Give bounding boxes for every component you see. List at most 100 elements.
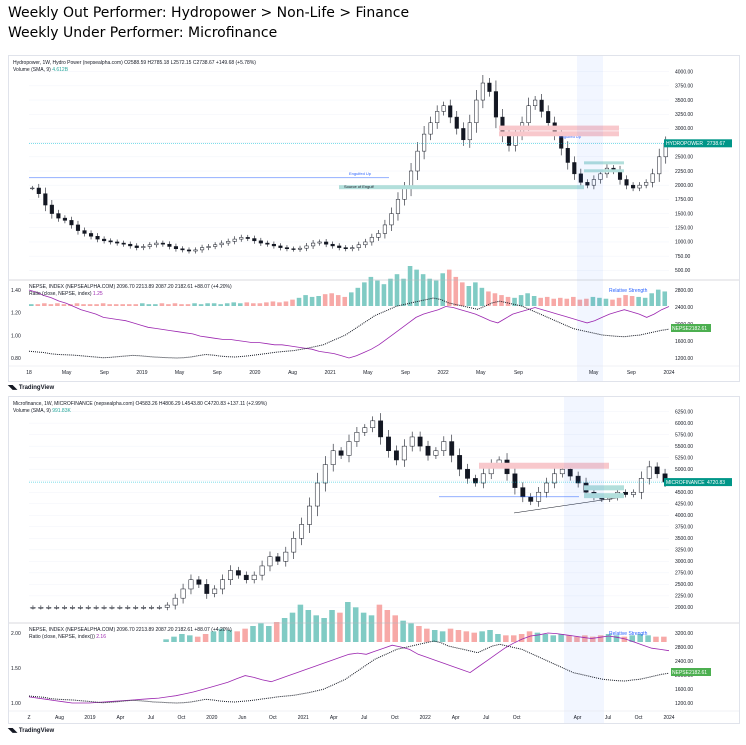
- hydro-candle: [95, 236, 100, 240]
- nepse1-x-tick: 2022: [438, 370, 449, 376]
- micro-candle: [559, 468, 565, 475]
- micro-volume-bar: [321, 618, 327, 642]
- hydropower-title: Hydropower, 1W, Hydro Power (nepsealpha.…: [13, 60, 123, 66]
- hydro-engulfed-up-label-2: Engulfed Up: [559, 134, 582, 139]
- micro-candle: [638, 478, 644, 493]
- hydro-candle: [258, 240, 263, 244]
- micro-volume-bar: [645, 635, 651, 642]
- hydro-volume-bar: [231, 302, 237, 306]
- micro-candle: [220, 579, 226, 590]
- micro-candle: [156, 607, 162, 609]
- hydro-y-tick: 2250.00: [675, 169, 693, 175]
- hydro-candle: [461, 128, 466, 141]
- micro-candle: [346, 441, 352, 456]
- hydro-volume-bar: [87, 304, 93, 306]
- micro-candle: [125, 607, 131, 609]
- nepse-title-1: NEPSE, INDEX (NEPSEALPHA.COM): [29, 284, 116, 290]
- micro-volume-bar: [439, 631, 446, 642]
- hydro-candle: [376, 233, 381, 238]
- hydro-volume-bar: [466, 286, 472, 306]
- hydro-candle: [311, 242, 316, 247]
- nepse2-x-tick: 2024: [663, 715, 674, 721]
- hydro-candle: [304, 245, 309, 249]
- hydropower-chart-svg[interactable]: 4000.003750.003500.003250.003000.002750.…: [9, 56, 739, 381]
- micro-volume-bar: [447, 628, 454, 642]
- nepse1-left-tick: 1.40: [11, 288, 21, 294]
- hydro-volume-bar: [172, 303, 178, 306]
- hydro-candle: [284, 247, 290, 250]
- hydro-candle: [291, 248, 296, 250]
- hydro-candle: [108, 240, 113, 243]
- hydro-candle: [193, 249, 198, 252]
- hydropower-ohlc-legend: Hydropower, 1W, Hydro Power (nepsealpha.…: [13, 60, 256, 66]
- micro-volume-bar: [266, 626, 272, 642]
- hydro-volume-bar: [636, 296, 641, 306]
- hydro-volume-bar: [61, 304, 67, 306]
- micro-candle: [401, 445, 407, 461]
- micro-volume-bar: [392, 615, 398, 642]
- hydro-volume-bar: [610, 299, 615, 306]
- hydro-candle: [487, 82, 492, 92]
- micro-volume-bar: [337, 612, 343, 642]
- hydro-candle: [533, 99, 538, 106]
- hydropower-chart[interactable]: 4000.003750.003500.003250.003000.002750.…: [8, 55, 740, 382]
- hydro-volume-bar: [616, 297, 622, 306]
- micro-candle: [362, 427, 368, 433]
- hydro-volume-bar: [642, 297, 648, 306]
- nepse-ohlc-1: 2096.70 2213.89 2087.20 2182.61 +88.07 (…: [116, 284, 232, 290]
- hydro-engulfed-up-label-1: Engulfed Up: [349, 171, 372, 176]
- hydro-engulf-zone: [339, 185, 584, 190]
- micro-volume-bar: [297, 604, 304, 642]
- hydro-volume-bar: [531, 296, 537, 306]
- micro-volume-bar: [566, 635, 572, 642]
- hydro-volume-bar: [335, 295, 341, 306]
- hydro-volume-bar: [440, 273, 445, 306]
- hydro-y-tick: 3250.00: [675, 112, 693, 118]
- micro-volume-bar: [242, 628, 248, 642]
- nepse2-left-tick: 2.00: [11, 631, 21, 637]
- hydro-volume-bar: [420, 274, 426, 306]
- micro-candle: [472, 478, 478, 484]
- micro-candle: [441, 441, 447, 452]
- nepse1-right-tick: 1200.00: [675, 356, 693, 362]
- microfinance-chart-svg[interactable]: 6250.00 6000.00 5750.00 5500.00 5250.00 5000.…: [9, 397, 739, 723]
- hydro-volume-bar: [590, 296, 596, 306]
- hydro-volume-bar: [120, 304, 125, 306]
- micro-candle: [172, 597, 178, 606]
- hydro-volume-bar: [584, 298, 589, 306]
- hydro-candle: [252, 238, 257, 242]
- micro-candle: [164, 604, 170, 608]
- micro-volume-bar: [329, 610, 335, 642]
- hydro-volume-bar: [414, 269, 419, 306]
- micro-candle: [267, 556, 273, 567]
- hydro-candle: [232, 238, 237, 242]
- hydro-y-tick: 2500.00: [675, 155, 693, 161]
- hydro-candle: [644, 182, 649, 186]
- microfinance-chart[interactable]: 6250.00 6000.00 5750.00 5500.00 5250.00 5000.…: [8, 396, 740, 724]
- hydro-volume-bar: [388, 278, 393, 306]
- micro-candle: [567, 468, 573, 477]
- nepse1-ratio-line: [28, 289, 670, 359]
- hydro-candle: [657, 156, 662, 175]
- hydro-volume-bar: [512, 297, 517, 306]
- micro-y-tick: 2250.00: [675, 594, 693, 600]
- hydro-candle: [36, 187, 41, 194]
- micro-candle: [149, 607, 154, 609]
- micro-y-tick: 3750.00: [675, 525, 693, 531]
- hydro-volume-bar: [179, 304, 184, 306]
- nepse2-right-tick: 1200.00: [675, 701, 693, 707]
- hydro-volume-bar: [205, 303, 210, 306]
- hydro-candle: [454, 116, 459, 129]
- hydro-volume-bar: [577, 299, 583, 306]
- micro-candle: [528, 496, 534, 502]
- hydro-volume-bar: [381, 284, 387, 306]
- hydro-volume-bar: [94, 304, 99, 306]
- hydro-volume-bar: [185, 304, 191, 306]
- micro-candle: [465, 468, 470, 479]
- hydro-volume-bar: [394, 274, 400, 306]
- micro-volume-bar: [194, 636, 201, 642]
- hydro-demand-zone-2: [584, 169, 624, 173]
- micro-volume-bar: [163, 639, 169, 642]
- micro-volume-bar: [495, 634, 501, 642]
- ratio-label-1: Ratio (close, NEPSE, index): [29, 291, 92, 297]
